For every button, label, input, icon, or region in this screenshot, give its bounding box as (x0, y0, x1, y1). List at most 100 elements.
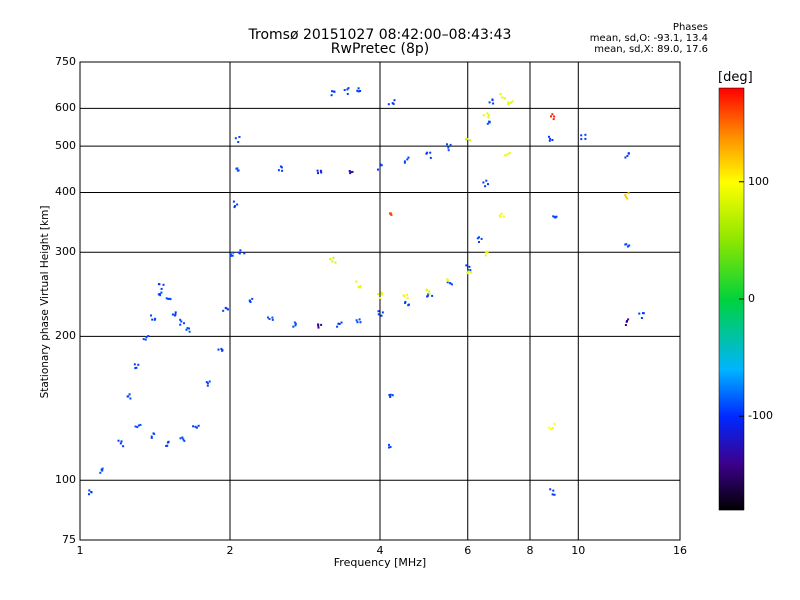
colorbar-segment (719, 367, 744, 369)
data-point (580, 134, 583, 137)
colorbar-segment (719, 410, 744, 412)
colorbar-segment (719, 184, 744, 186)
colorbar-segment (719, 125, 744, 127)
data-point (449, 282, 452, 285)
x-tick-label: 6 (464, 544, 472, 557)
data-point (129, 397, 132, 400)
colorbar-segment (719, 261, 744, 263)
colorbar-segment (719, 284, 744, 286)
colorbar-segment (719, 411, 744, 413)
colorbar-segment (719, 304, 744, 306)
colorbar-segment (719, 173, 744, 175)
data-point (391, 394, 394, 397)
data-point (217, 348, 220, 351)
data-point (356, 89, 359, 92)
data-point (478, 236, 480, 239)
colorbar-segment (719, 437, 744, 439)
colorbar-segment (719, 223, 744, 225)
colorbar-segment (719, 263, 744, 265)
data-point (466, 271, 469, 274)
colorbar-segment (719, 400, 744, 402)
data-point (380, 291, 383, 294)
colorbar-segment (719, 421, 744, 423)
data-point (552, 215, 555, 218)
data-point (487, 116, 490, 119)
data-point (293, 321, 296, 324)
data-point (580, 138, 583, 141)
data-point (482, 114, 485, 117)
phase-legend-x: mean, sd,X: 89.0, 17.6 (594, 44, 708, 55)
colorbar-segment (719, 233, 744, 235)
colorbar-segment (719, 335, 744, 337)
colorbar-segment (719, 442, 744, 444)
data-point (165, 297, 168, 300)
colorbar-segment (719, 472, 744, 474)
colorbar-segment (719, 89, 744, 91)
colorbar-segment (719, 384, 744, 386)
colorbar-segment (719, 399, 744, 401)
colorbar-segment (719, 195, 744, 197)
data-point (271, 316, 274, 319)
colorbar-segment (719, 150, 744, 152)
data-point (329, 258, 332, 261)
data-point (137, 424, 140, 427)
colorbar-segment (719, 355, 744, 357)
colorbar-segment (719, 98, 744, 100)
colorbar-segment (719, 484, 744, 486)
data-point (320, 323, 323, 326)
colorbar-segment (719, 186, 744, 188)
colorbar-segment (719, 429, 744, 431)
colorbar-segment (719, 451, 744, 453)
data-point (548, 139, 551, 142)
colorbar-segment (719, 405, 744, 407)
data-point (337, 322, 340, 325)
data-point (446, 281, 449, 284)
colorbar-segment (719, 155, 744, 157)
data-point (174, 311, 177, 314)
data-point (142, 338, 145, 341)
colorbar-segment (719, 331, 744, 333)
colorbar-segment (719, 180, 744, 182)
colorbar-segment (719, 127, 744, 129)
colorbar-segment (719, 483, 744, 485)
colorbar-segment (719, 313, 744, 315)
colorbar-segment (719, 148, 744, 150)
data-point (511, 100, 514, 103)
colorbar-segment (719, 282, 744, 284)
colorbar-segment (719, 204, 744, 206)
colorbar-segment (719, 397, 744, 399)
colorbar-segment (719, 356, 744, 358)
colorbar-segment (719, 298, 744, 300)
data-point (194, 425, 197, 428)
data-point (548, 426, 551, 429)
data-point (488, 101, 491, 104)
colorbar-segment (719, 189, 744, 191)
data-point (498, 214, 501, 217)
colorbar-segment (719, 492, 744, 494)
colorbar-segment (719, 450, 744, 452)
data-point (331, 260, 334, 263)
colorbar-segment (719, 389, 744, 391)
colorbar-segment (719, 463, 744, 465)
data-point (100, 468, 103, 471)
colorbar-segment (719, 468, 744, 470)
colorbar-segment (719, 473, 744, 475)
colorbar-segment (719, 293, 744, 295)
colorbar-segment (719, 153, 744, 155)
data-point (185, 328, 188, 331)
data-point (150, 314, 152, 317)
colorbar-segment (719, 480, 744, 482)
colorbar-segment (719, 117, 744, 119)
colorbar-segment (719, 142, 744, 144)
data-point (509, 101, 512, 104)
data-point (380, 293, 383, 296)
y-tick-label: 500 (55, 139, 76, 153)
colorbar-segment (719, 106, 744, 108)
colorbar-segment (719, 119, 744, 121)
data-point (553, 215, 556, 218)
data-point (221, 349, 224, 352)
colorbar-segment (719, 256, 744, 258)
colorbar-segment (719, 427, 744, 429)
colorbar-segment (719, 348, 744, 350)
data-point (393, 99, 396, 102)
